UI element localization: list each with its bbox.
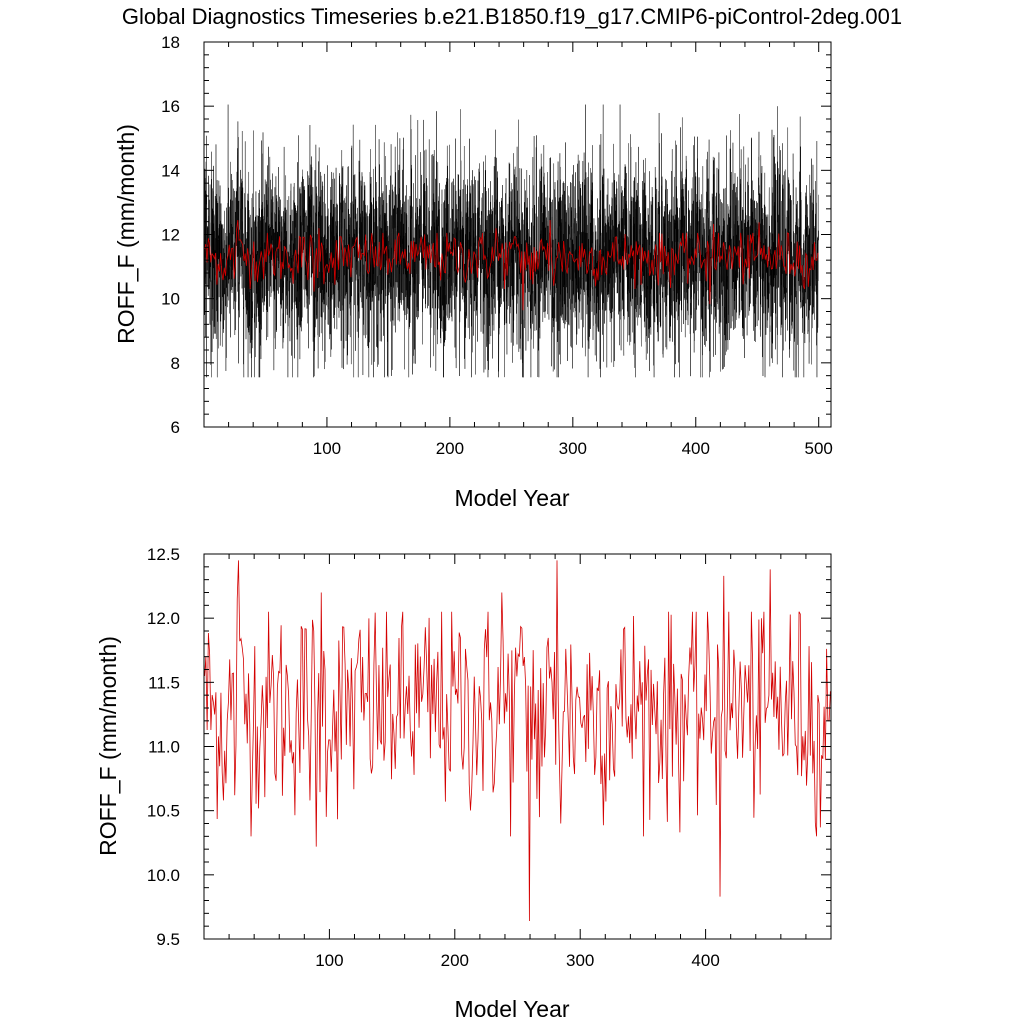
bottom-y-tick-label: 11.5	[148, 673, 180, 692]
top-y-tick-label: 18	[161, 33, 180, 52]
top-y-tick-label: 8	[171, 354, 180, 373]
bottom-x-tick-label: 100	[315, 951, 343, 970]
bottom-x-axis-label: Model Year	[454, 996, 569, 1022]
bottom-y-tick-label: 9.5	[156, 930, 180, 949]
top-annual-mean-line	[204, 220, 819, 311]
bottom-y-axis-label: ROFF_F (mm/month)	[95, 636, 121, 856]
top-x-axis-label: Model Year	[454, 485, 569, 511]
annual-mean-line	[204, 560, 831, 922]
top-y-tick-label: 6	[171, 418, 180, 437]
top-y-axis-label: ROFF_F (mm/month)	[113, 124, 139, 344]
bottom-y-tick-label: 12.0	[147, 609, 180, 628]
top-x-tick-label: 100	[313, 439, 341, 458]
bottom-x-tick-label: 300	[566, 951, 594, 970]
chart-title: Global Diagnostics Timeseries b.e21.B185…	[122, 4, 902, 29]
bottom-x-tick-label: 400	[691, 951, 719, 970]
top-y-tick-label: 16	[161, 97, 180, 116]
bottom-y-tick-label: 12.5	[147, 545, 180, 564]
bottom-y-tick-label: 11.0	[148, 738, 180, 757]
bottom-y-tick-label: 10.0	[147, 866, 180, 885]
top-y-tick-label: 14	[161, 161, 180, 180]
top-y-tick-label: 12	[161, 226, 180, 245]
top-x-tick-label: 200	[436, 439, 464, 458]
monthly-line	[204, 104, 819, 378]
top-y-tick-label: 10	[161, 290, 180, 309]
top-x-tick-label: 400	[682, 439, 710, 458]
top-panel: 100 200 300 400 500 6 8 10 12 14 16 18 Model Year R…	[113, 33, 833, 511]
bottom-y-tick-label: 10.5	[147, 802, 180, 821]
top-x-tick-label: 500	[805, 439, 833, 458]
bottom-x-tick-label: 200	[441, 951, 469, 970]
bottom-panel: 100 200 300 4009.510.010.511.011.512.012.5 …	[95, 545, 832, 1022]
top-x-tick-label: 300	[559, 439, 587, 458]
